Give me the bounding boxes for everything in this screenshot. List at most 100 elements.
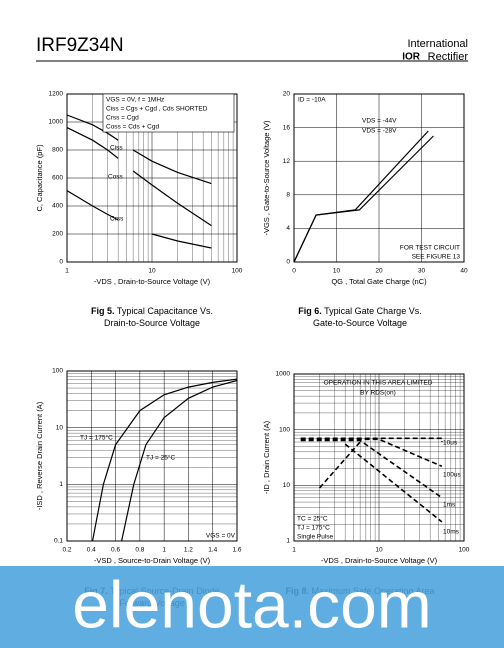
- x-tick-label: 0.6: [111, 547, 120, 554]
- x-tick-label: 100: [459, 547, 470, 554]
- y-tick-label: 1000: [49, 119, 64, 126]
- caption-label: Fig 5.: [91, 306, 115, 316]
- annotation: Crss = Cgd: [106, 115, 139, 122]
- series-label: Ciss: [110, 145, 123, 152]
- y-tick-label: 10: [56, 424, 64, 431]
- y-tick-label: 4: [286, 225, 290, 232]
- series-line: [293, 130, 429, 263]
- annotation: OPERATION IN THIS AREA LIMITED: [324, 380, 433, 387]
- part-number: IRF9Z34N: [36, 35, 124, 56]
- series-line: [66, 190, 212, 249]
- x-tick-label: 1: [65, 268, 69, 275]
- y-tick-label: 1: [286, 538, 290, 545]
- caption-label: Fig 6.: [298, 306, 322, 316]
- series-label: 10ms: [443, 529, 460, 536]
- plot-frame: [293, 373, 465, 542]
- y-tick-label: 8: [286, 192, 290, 199]
- y-tick-label: 800: [52, 147, 63, 154]
- caption-text: Typical Gate Charge Vs.: [324, 306, 422, 316]
- x-tick-label: 10: [148, 268, 156, 275]
- caption: Fig 6. Typical Gate Charge Vs.: [298, 306, 421, 316]
- series-label: 1ms: [443, 502, 456, 509]
- annotation: Ciss = Cgs + Cgd , Cds SHORTED: [106, 106, 208, 113]
- y-tick-label: 1200: [49, 91, 64, 98]
- x-axis-label: -VSD , Source-to-Drain Voltage (V): [94, 556, 211, 565]
- y-tick-label: 1000: [276, 371, 291, 378]
- series-label: 10us: [443, 440, 458, 447]
- y-tick-label: 1: [59, 481, 63, 488]
- y-tick-label: 600: [52, 175, 63, 182]
- y-tick-label: 12: [283, 158, 291, 165]
- y-tick-label: 20: [283, 91, 291, 98]
- x-tick-label: 1: [162, 547, 166, 554]
- y-tick-label: 200: [52, 231, 63, 238]
- annotation: TJ = 175°C: [297, 524, 330, 532]
- annotation: BY RDS(on): [360, 390, 396, 397]
- y-tick-label: 0: [59, 259, 63, 266]
- x-tick-label: 20: [375, 268, 383, 275]
- caption: Fig 5. Typical Capacitance Vs.: [91, 306, 213, 316]
- y-tick-label: 100: [52, 368, 63, 375]
- y-axis-label: -VGS , Gate-to-Source Voltage (V): [262, 120, 271, 236]
- series-line: [344, 443, 443, 523]
- x-tick-label: 0.2: [62, 547, 71, 554]
- series-label: TJ = 25°C: [146, 454, 175, 462]
- series-line: [319, 441, 361, 489]
- series-label: VDS = -28V: [362, 128, 397, 135]
- series-line: [91, 378, 238, 542]
- series-label: TJ = 175°C: [80, 434, 113, 442]
- y-tick-label: 0.1: [54, 538, 63, 545]
- watermark-band: [0, 566, 504, 648]
- y-tick-label: 400: [52, 203, 63, 210]
- caption: Drain-to-Source Voltage: [104, 318, 200, 328]
- annotation-box: [102, 93, 235, 133]
- annotation: TC = 25°C: [297, 515, 328, 523]
- series-label: Coss: [108, 174, 124, 181]
- x-tick-label: 10: [333, 268, 341, 275]
- x-tick-label: 0.4: [87, 547, 96, 554]
- caption-text: Typical Capacitance Vs.: [117, 306, 213, 316]
- watermark: elenota.com: [72, 567, 432, 641]
- series-label: Crss: [110, 216, 124, 223]
- series-line: [66, 127, 212, 227]
- annotation: Single Pulse: [297, 534, 334, 541]
- annotation: VGS = 0V, f = 1MHz: [106, 97, 164, 104]
- annotation: FOR TEST CIRCUIT: [400, 245, 460, 252]
- caption: Gate-to-Source Voltage: [313, 318, 407, 328]
- y-tick-label: 10: [283, 482, 291, 489]
- plot-frame: [293, 93, 465, 263]
- plot-frame: [66, 370, 238, 542]
- y-tick-label: 100: [279, 426, 290, 433]
- series-label: 100us: [443, 472, 461, 479]
- x-axis-label: -VDS , Drain-to-Source Voltage (V): [94, 277, 211, 286]
- x-axis-label: -VDS , Drain-to-Source Voltage (V): [321, 556, 438, 565]
- y-tick-label: 0: [286, 259, 290, 266]
- x-tick-label: 1.2: [184, 547, 193, 554]
- x-tick-label: 1.6: [232, 547, 241, 554]
- x-axis-label: QG , Total Gate Charge (nC): [331, 277, 427, 286]
- x-tick-label: 0: [292, 268, 296, 275]
- x-tick-label: 10: [375, 547, 383, 554]
- series-line: [300, 438, 443, 468]
- caption-text: Gate-to-Source Voltage: [313, 318, 407, 328]
- y-tick-label: 16: [283, 124, 291, 131]
- series-label: VDS = -44V: [362, 118, 397, 125]
- annotation: ID = -10A: [298, 97, 326, 104]
- logo-ior: IOR: [402, 52, 421, 63]
- x-tick-label: 40: [460, 268, 468, 275]
- logo-line2: Rectifier: [428, 51, 469, 63]
- caption-text: Drain-to-Source Voltage: [104, 318, 200, 328]
- series-line: [121, 379, 238, 542]
- x-tick-label: 100: [232, 268, 243, 275]
- x-tick-label: 1: [292, 547, 296, 554]
- series-line: [300, 439, 443, 499]
- y-axis-label: C, Capacitance (pF): [35, 144, 44, 212]
- series-line: [66, 114, 212, 185]
- annotation: Coss = Cds + Cgd: [106, 124, 159, 131]
- x-tick-label: 30: [418, 268, 426, 275]
- annotation: VGS = 0V: [206, 533, 236, 540]
- x-tick-label: 0.8: [135, 547, 144, 554]
- y-axis-label: -ID , Drain Current (A): [262, 420, 271, 494]
